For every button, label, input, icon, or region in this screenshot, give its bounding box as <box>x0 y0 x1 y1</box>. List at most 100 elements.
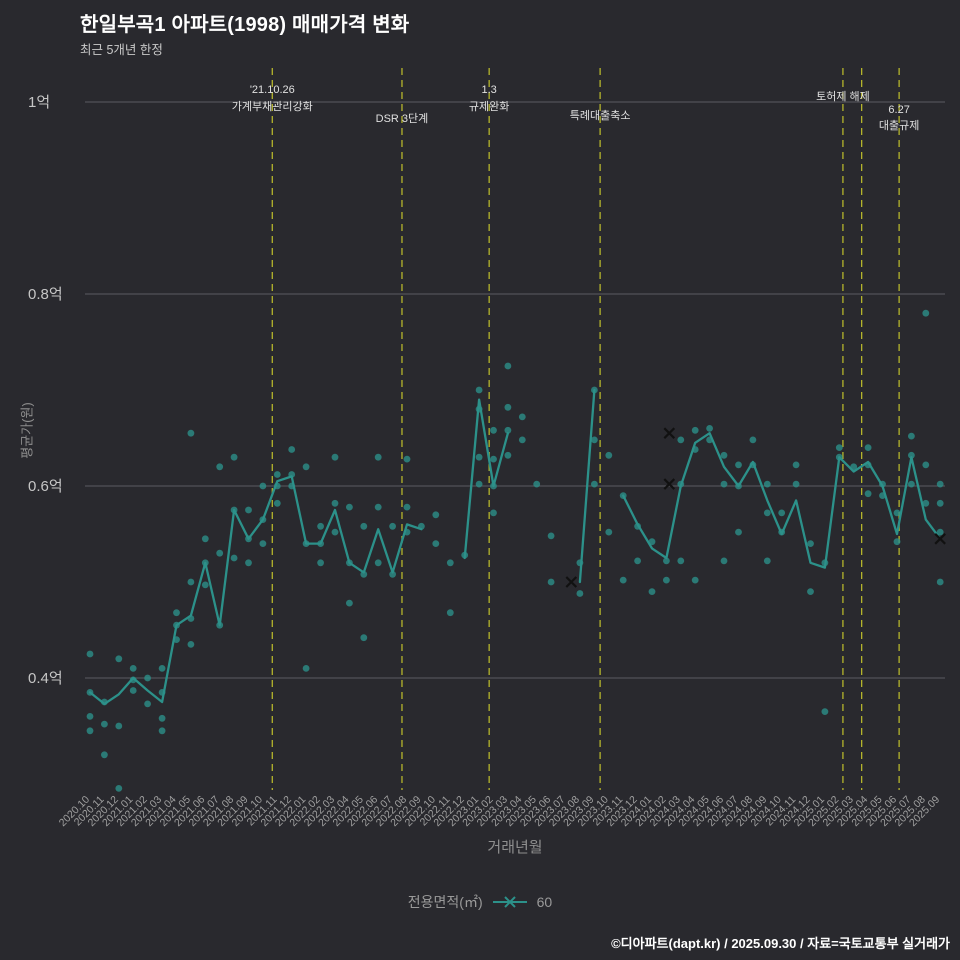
scatter-point <box>605 528 613 536</box>
scatter-point <box>101 751 108 759</box>
scatter-point <box>173 609 180 617</box>
scatter-point <box>691 426 699 434</box>
scatter-point <box>677 557 685 565</box>
scatter-point <box>490 426 497 434</box>
scatter-point <box>302 665 310 672</box>
event-label: 6.27 <box>888 104 909 116</box>
scatter-point <box>259 540 267 547</box>
scatter-point <box>504 403 512 411</box>
scatter-point <box>605 451 613 459</box>
scatter-point <box>663 576 670 584</box>
x-marker <box>565 576 578 588</box>
x-tick-labels: 2020.102020.112020.122021.012021.022021.… <box>57 794 943 829</box>
scatter-point <box>792 480 800 488</box>
scatter-point <box>158 727 166 735</box>
scatter-point <box>864 444 872 451</box>
scatter-point <box>331 528 339 536</box>
scatter-point <box>187 641 195 648</box>
y-tick-label: 1억 <box>28 94 50 111</box>
legend-x-marker-icon[interactable] <box>492 894 528 910</box>
scatter-point <box>216 549 224 557</box>
event-label: 규제완화 <box>469 100 509 113</box>
scatter-point <box>273 499 281 507</box>
scatter-point <box>677 436 685 444</box>
scatter-point <box>374 453 382 461</box>
event-label: 특례대출축소 <box>570 109 631 122</box>
scatter-point <box>821 708 829 715</box>
scatter-point <box>432 511 440 519</box>
event-label: DSR 3단계 <box>376 112 429 125</box>
scatter-point <box>346 599 353 607</box>
scatter-point <box>389 522 396 530</box>
scatter-point <box>807 540 814 547</box>
scatter-point <box>302 463 310 471</box>
scatter-point <box>259 482 267 490</box>
event-label: 토허제 해제 <box>816 89 870 103</box>
scatter-point <box>475 480 483 488</box>
scatter-point <box>403 503 411 511</box>
scatter-point <box>763 509 771 517</box>
scatter-point <box>158 714 166 722</box>
scatter-point <box>245 506 252 514</box>
scatter-point <box>720 480 728 488</box>
chart-title: 한일부곡1 아파트(1998) 매매가격 변화 <box>80 14 410 36</box>
x-axis-title: 거래년월 <box>487 839 543 856</box>
scatter-point <box>273 471 281 478</box>
scatter-point <box>893 538 901 546</box>
chart-subtitle: 최근 5개년 한정 <box>80 43 163 57</box>
scatter-point <box>663 557 670 565</box>
y-tick-labels: 1억 0.8억 0.6억 0.4억 <box>28 94 63 687</box>
scatter-point <box>504 451 512 459</box>
scatter-point <box>908 432 915 440</box>
scatter-point <box>547 578 555 586</box>
scatter-point <box>374 559 382 567</box>
x-marker <box>663 427 676 439</box>
scatter-point <box>475 386 483 394</box>
y-axis-title: 평균가(원) <box>19 402 35 459</box>
scatter-points <box>86 309 944 792</box>
scatter-point <box>936 578 944 586</box>
y-tick-label: 0.8억 <box>28 286 63 303</box>
scatter-point <box>144 674 152 682</box>
scatter-point <box>591 480 598 488</box>
scatter-point <box>115 722 123 730</box>
scatter-point <box>908 451 915 459</box>
scatter-point <box>634 557 641 565</box>
gridlines <box>85 101 945 679</box>
scatter-point <box>936 499 944 507</box>
scatter-point <box>446 559 454 567</box>
scatter-point <box>922 461 930 469</box>
avg-line-path <box>88 388 942 706</box>
scatter-point <box>144 700 152 708</box>
scatter-point <box>547 532 555 540</box>
legend-value[interactable]: 60 <box>536 894 553 910</box>
scatter-point <box>317 559 324 567</box>
scatter-point <box>490 455 497 463</box>
scatter-point <box>115 655 123 663</box>
scatter-point <box>230 554 238 562</box>
y-tick-label: 0.4억 <box>28 670 63 687</box>
x-marker <box>663 478 676 490</box>
scatter-point <box>331 499 339 507</box>
scatter-point <box>720 451 728 459</box>
event-label: 1.3 <box>482 84 497 96</box>
legend: 전용면적(㎡) 60 <box>0 892 960 912</box>
scatter-point <box>374 503 382 511</box>
scatter-point <box>706 425 713 432</box>
scatter-point <box>101 720 108 728</box>
scatter-point <box>504 362 512 370</box>
event-lines <box>271 68 900 790</box>
scatter-point <box>201 581 209 589</box>
scatter-point <box>778 509 786 517</box>
scatter-point <box>792 461 800 469</box>
scatter-point <box>158 665 166 672</box>
scatter-point <box>864 490 872 498</box>
scatter-point <box>533 480 541 488</box>
footer-credit: ©디아파트(dapt.kr) / 2025.09.30 / 자료=국토교통부 실… <box>611 936 950 951</box>
scatter-point <box>86 713 94 720</box>
scatter-point <box>432 540 440 547</box>
scatter-point <box>504 426 512 434</box>
scatter-point <box>288 446 296 453</box>
